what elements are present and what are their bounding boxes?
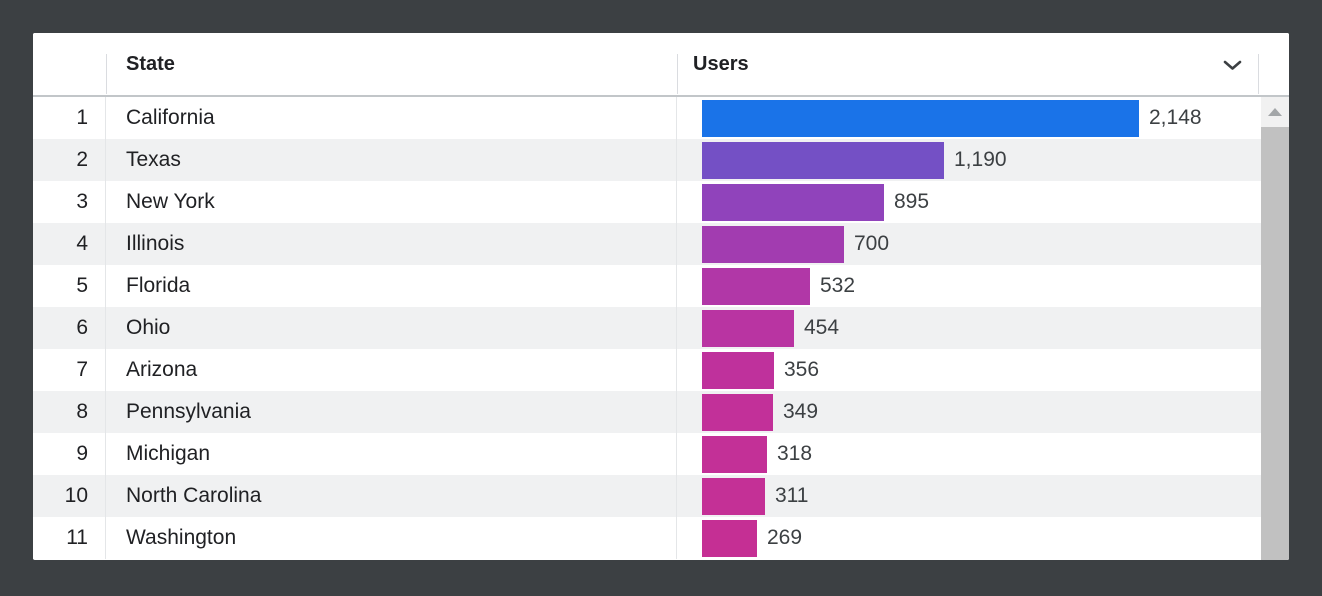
- column-divider: [1258, 54, 1259, 94]
- users-cell: 454: [677, 307, 1261, 349]
- users-value: 349: [783, 400, 819, 423]
- state-name: Ohio: [106, 307, 677, 349]
- users-bar: [702, 267, 810, 305]
- users-bar: [702, 519, 757, 557]
- users-cell: 532: [677, 265, 1261, 307]
- scrollbar[interactable]: [1261, 97, 1289, 560]
- table-row[interactable]: 4 Illinois 700: [33, 223, 1261, 265]
- users-bar: [702, 393, 773, 431]
- users-cell: 700: [677, 223, 1261, 265]
- users-cell: 311: [677, 475, 1261, 517]
- row-index: 9: [33, 433, 106, 475]
- table-body: 1 California 2,148 2 Texas 1,190 3 New Y…: [33, 97, 1261, 559]
- column-divider: [106, 54, 107, 94]
- row-index: 6: [33, 307, 106, 349]
- users-bar: [702, 183, 884, 221]
- users-value: 454: [804, 316, 840, 339]
- users-value: 532: [820, 274, 856, 297]
- row-index: 5: [33, 265, 106, 307]
- state-name: Washington: [106, 517, 677, 559]
- scroll-up-button[interactable]: [1261, 97, 1289, 127]
- triangle-up-icon: [1268, 108, 1282, 116]
- column-header-state: State: [126, 53, 175, 75]
- users-value: 2,148: [1149, 106, 1202, 129]
- row-index: 11: [33, 517, 106, 559]
- users-bar: [702, 477, 765, 515]
- table-row[interactable]: 8 Pennsylvania 349: [33, 391, 1261, 433]
- users-value: 895: [894, 190, 930, 213]
- table-row[interactable]: 9 Michigan 318: [33, 433, 1261, 475]
- users-value: 311: [775, 484, 809, 507]
- column-header-users: Users: [693, 53, 749, 75]
- table-row[interactable]: 2 Texas 1,190: [33, 139, 1261, 181]
- users-value: 700: [854, 232, 890, 255]
- users-value: 1,190: [954, 148, 1007, 171]
- table-row[interactable]: 7 Arizona 356: [33, 349, 1261, 391]
- state-name: Arizona: [106, 349, 677, 391]
- state-name: California: [106, 97, 677, 139]
- users-cell: 269: [677, 517, 1261, 559]
- row-index: 3: [33, 181, 106, 223]
- state-name: Florida: [106, 265, 677, 307]
- users-bar: [702, 435, 767, 473]
- users-bar: [702, 99, 1139, 137]
- row-index: 2: [33, 139, 106, 181]
- users-bar: [702, 225, 844, 263]
- users-bar: [702, 351, 774, 389]
- users-value: 318: [777, 442, 813, 465]
- table-row[interactable]: 5 Florida 532: [33, 265, 1261, 307]
- row-index: 8: [33, 391, 106, 433]
- row-index: 1: [33, 97, 106, 139]
- users-cell: 349: [677, 391, 1261, 433]
- data-table-card: State Users 1 California 2,148 2 Texas 1…: [33, 33, 1289, 560]
- column-divider: [677, 54, 678, 94]
- users-cell: 356: [677, 349, 1261, 391]
- users-cell: 1,190: [677, 139, 1261, 181]
- row-index: 10: [33, 475, 106, 517]
- users-bar: [702, 309, 794, 347]
- users-value: 356: [784, 358, 820, 381]
- users-cell: 2,148: [677, 97, 1261, 139]
- state-name: Texas: [106, 139, 677, 181]
- chevron-down-icon[interactable]: [1218, 53, 1246, 77]
- state-name: Michigan: [106, 433, 677, 475]
- users-bar: [702, 141, 944, 179]
- state-name: Illinois: [106, 223, 677, 265]
- users-cell: 318: [677, 433, 1261, 475]
- table-row[interactable]: 11 Washington 269: [33, 517, 1261, 559]
- users-value: 269: [767, 526, 803, 549]
- table-row[interactable]: 10 North Carolina 311: [33, 475, 1261, 517]
- users-cell: 895: [677, 181, 1261, 223]
- row-index: 7: [33, 349, 106, 391]
- table-row[interactable]: 1 California 2,148: [33, 97, 1261, 139]
- state-name: New York: [106, 181, 677, 223]
- state-name: Pennsylvania: [106, 391, 677, 433]
- row-index: 4: [33, 223, 106, 265]
- table-header: State Users: [33, 33, 1289, 97]
- state-name: North Carolina: [106, 475, 677, 517]
- table-row[interactable]: 6 Ohio 454: [33, 307, 1261, 349]
- scrollbar-thumb[interactable]: [1261, 127, 1289, 560]
- table-row[interactable]: 3 New York 895: [33, 181, 1261, 223]
